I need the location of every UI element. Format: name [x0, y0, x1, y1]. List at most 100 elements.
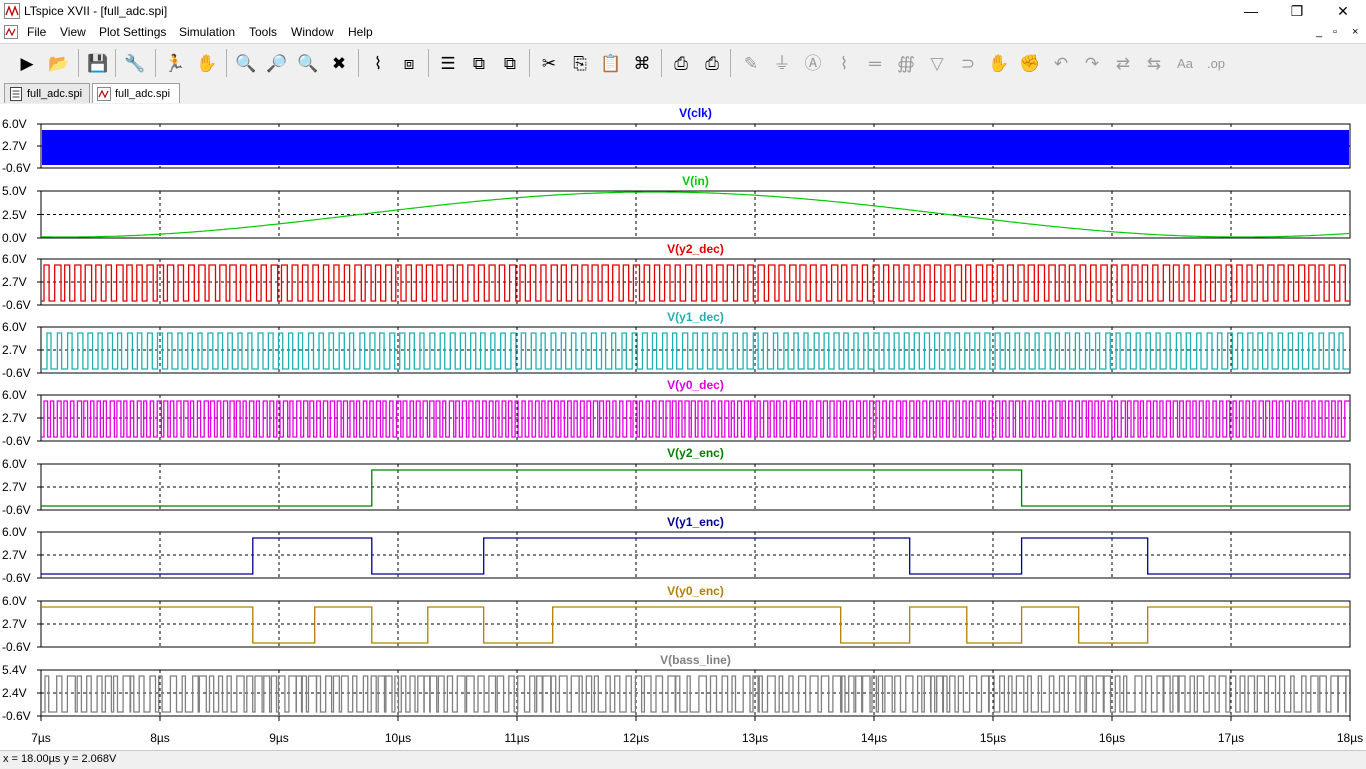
tile-horizontal-icon[interactable]: ☰ [440, 53, 456, 73]
y-tick-label: 0.0V [2, 231, 27, 245]
spice-directive-icon[interactable]: .op [1206, 55, 1226, 71]
toolbar-separator [529, 49, 530, 77]
zoom-in-icon[interactable]: 🔍 [235, 53, 257, 73]
fit-plot-icon[interactable]: ⧈ [403, 53, 415, 73]
ltspice-app-icon[interactable] [4, 3, 20, 19]
y-tick-label: 2.4V [2, 686, 27, 700]
x-tick-label: 11µs [504, 731, 530, 745]
y-tick-label: -0.6V [2, 503, 31, 517]
mdi-close-button[interactable]: × [1352, 26, 1359, 38]
probe-run-icon[interactable]: 🏃 [164, 53, 186, 73]
diode-icon[interactable]: ▽ [930, 53, 944, 73]
mirror-icon[interactable]: ⇆ [1146, 53, 1162, 73]
zoom-cancel-icon[interactable]: ✖ [331, 53, 347, 73]
y-tick-label: 6.0V [2, 252, 27, 266]
y-tick-label: 6.0V [2, 525, 27, 539]
rotate-icon[interactable]: ⇄ [1115, 53, 1131, 73]
redo-icon[interactable]: ↷ [1084, 53, 1100, 73]
pane-title[interactable]: V(y1_dec) [667, 310, 724, 324]
pane-title[interactable]: V(y0_enc) [667, 584, 724, 598]
pane-title[interactable]: V(y2_dec) [667, 242, 724, 256]
tile-vertical-icon[interactable]: ⧉ [503, 53, 517, 73]
trace-bass-line [41, 675, 1350, 713]
y-tick-label: 2.7V [2, 411, 27, 425]
minimize-button[interactable]: — [1244, 3, 1258, 19]
capacitor-icon[interactable]: ═ [868, 53, 882, 73]
menu-help[interactable]: Help [348, 25, 373, 39]
menu-plot-settings[interactable]: Plot Settings [99, 25, 167, 39]
menu-file[interactable]: File [27, 25, 47, 39]
resistor-icon[interactable]: ⌇ [839, 53, 849, 73]
drag-hand-icon[interactable]: ✊ [1019, 53, 1041, 73]
mdi-restore-button[interactable]: ▫ [1333, 26, 1337, 38]
status-bar: x = 18.00µs y = 2.068V [0, 750, 1366, 769]
zoom-area-icon[interactable]: 🔎 [266, 53, 288, 73]
x-tick-label: 17µs [1217, 731, 1245, 745]
tab-waveform[interactable]: full_adc.spi [92, 83, 180, 103]
tab-netlist[interactable]: full_adc.spi [4, 83, 90, 103]
menu-simulation[interactable]: Simulation [179, 25, 236, 39]
save-icon[interactable]: 💾 [87, 53, 109, 73]
netlist-file-icon [9, 87, 23, 101]
paste-icon[interactable]: 📋 [600, 53, 622, 73]
pane-title[interactable]: V(y1_enc) [667, 515, 724, 529]
y-tick-label: 2.7V [2, 548, 27, 562]
ground-icon[interactable]: ⏚ [773, 53, 791, 73]
restore-button[interactable]: ❐ [1290, 3, 1304, 19]
pan-hand-icon[interactable]: ✋ [196, 53, 218, 73]
inductor-icon[interactable]: ∰ [897, 53, 915, 73]
print-icon[interactable]: ⎙ [674, 53, 688, 73]
y-tick-label: -0.6V [2, 161, 31, 175]
waveform-viewer[interactable]: V(clk) 6.0V 2.7V -0.6V V(in) 5.0V 2.5V 0.0V V(y2… [0, 104, 1366, 750]
component-icon[interactable]: ⊃ [960, 53, 976, 73]
y-tick-label: 2.7V [2, 343, 27, 357]
label-icon[interactable]: Ⓐ [804, 53, 822, 73]
wire-icon[interactable]: ✎ [743, 53, 759, 73]
autorange-icon[interactable]: ⌇ [373, 53, 383, 73]
open-icon[interactable]: 📂 [48, 53, 70, 73]
trace-y1-enc [41, 537, 1350, 575]
document-waveform-icon[interactable] [4, 25, 18, 39]
trace-y0-enc [41, 606, 1350, 644]
toolbar-separator [358, 49, 359, 77]
tab-label: full_adc.spi [115, 88, 171, 100]
trace-y0-dec [41, 400, 1350, 438]
menu-view[interactable]: View [60, 25, 86, 39]
zoom-out-icon[interactable]: 🔍 [297, 53, 319, 73]
trace-y2-dec [41, 264, 1350, 302]
cut-icon[interactable]: ✂ [541, 53, 557, 73]
text-icon[interactable]: Aa [1177, 55, 1193, 71]
toolbar-separator [155, 49, 156, 77]
print-setup-icon[interactable]: ⎙ [705, 53, 719, 73]
mdi-minimize-button[interactable]: _ [1316, 26, 1323, 38]
undo-icon[interactable]: ↶ [1053, 53, 1069, 73]
x-tick-label: 10µs [384, 731, 412, 745]
trace-y2-enc [41, 469, 1350, 507]
trace-clk [42, 130, 1349, 165]
x-tick-label: 9µs [269, 731, 289, 745]
menu-window[interactable]: Window [291, 25, 334, 39]
x-tick-label: 7µs [31, 731, 51, 745]
control-panel-icon[interactable]: 🔧 [124, 53, 146, 73]
copy-icon[interactable]: ⎘ [573, 53, 587, 73]
title-bar: LTspice XVII - [full_adc.spi] — ❐ ✕ [0, 0, 1366, 22]
x-tick-label: 15µs [979, 731, 1007, 745]
pane-title[interactable]: V(bass_line) [660, 653, 731, 667]
close-button[interactable]: ✕ [1337, 3, 1349, 19]
menu-bar: File View Plot Settings Simulation Tools… [0, 22, 1366, 42]
menu-tools[interactable]: Tools [249, 25, 278, 39]
pane-title[interactable]: V(in) [682, 174, 709, 188]
pane-title[interactable]: V(clk) [679, 106, 712, 120]
pane-title[interactable]: V(y2_enc) [667, 446, 724, 460]
y-tick-label: 6.0V [2, 457, 27, 471]
x-tick-label: 14µs [860, 731, 888, 745]
pane-title[interactable]: V(y0_dec) [667, 378, 724, 392]
waveform-canvas[interactable] [0, 104, 1366, 750]
cascade-icon[interactable]: ⧉ [472, 53, 486, 73]
y-tick-label: -0.6V [2, 434, 31, 448]
find-icon[interactable]: ⌘ [633, 53, 651, 73]
move-hand-icon[interactable]: ✋ [988, 53, 1010, 73]
y-tick-label: 2.7V [2, 617, 27, 631]
y-tick-label: 6.0V [2, 388, 27, 402]
run-icon[interactable]: ▶ [20, 53, 34, 73]
